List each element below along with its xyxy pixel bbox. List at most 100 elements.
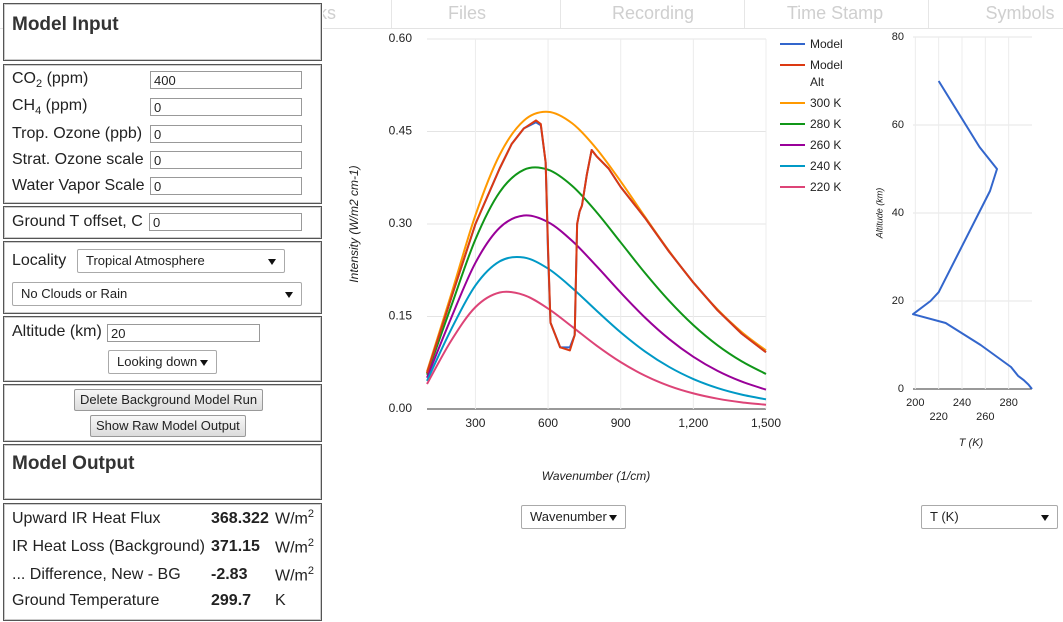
legend-label: 260 K xyxy=(810,138,842,152)
y-tick-label: 20 xyxy=(892,295,904,307)
field-label: Trop. Ozone (ppb) xyxy=(12,125,143,142)
x-tick-label: 200 xyxy=(906,397,924,409)
y-tick-label: 0.45 xyxy=(389,124,413,138)
label-text: CO xyxy=(12,70,36,87)
output-value: 368.322 xyxy=(211,510,269,527)
output-unit: W/m2 xyxy=(275,565,314,585)
legend-swatch xyxy=(780,43,805,45)
x-axis-select[interactable]: Wavenumber xyxy=(521,505,626,529)
legend: Model Model Alt 300 K 280 K 260 K 240 K 220 K xyxy=(780,36,850,200)
y-tick-label: 0.60 xyxy=(389,31,413,45)
field-label: CH4 (ppm) xyxy=(12,97,87,117)
legend-swatch xyxy=(780,165,805,167)
x-tick-label: 600 xyxy=(538,416,558,430)
legend-label: 280 K xyxy=(810,117,842,131)
field-label: Ground T offset, C xyxy=(12,213,143,230)
field-label: Locality xyxy=(12,252,67,269)
x-tick-label: 1,200 xyxy=(678,416,708,430)
delete-button[interactable]: Delete Background Model Run xyxy=(74,389,264,411)
output-header: Model Output xyxy=(3,444,322,500)
legend-item[interactable]: 240 K xyxy=(780,158,850,175)
field-label: Strat. Ozone scale xyxy=(12,151,144,168)
text-input[interactable]: 0 xyxy=(149,213,302,231)
tab[interactable]: Symbols xyxy=(985,3,1055,23)
tab-separator xyxy=(744,0,745,28)
unit-text: W/m xyxy=(275,539,308,557)
legend-item[interactable]: 260 K xyxy=(780,137,850,154)
x-axis-title: T (K) xyxy=(959,437,984,449)
tab[interactable]: Files xyxy=(447,3,487,23)
field-label: CO2 (ppm) xyxy=(12,70,88,90)
text-input[interactable]: 0 xyxy=(150,177,302,195)
series-line xyxy=(912,80,1033,390)
legend-swatch xyxy=(780,64,805,66)
text-input[interactable]: 0 xyxy=(150,151,302,169)
field-label: Water Vapor Scale xyxy=(12,177,145,194)
label-suffix: (ppm) xyxy=(42,70,89,87)
legend-label: 220 K xyxy=(810,180,842,194)
x-tick-label: 1,500 xyxy=(751,416,781,430)
input-header: Model Input xyxy=(3,3,322,61)
tab[interactable]: Recording xyxy=(611,3,695,23)
text-input[interactable]: 400 xyxy=(150,71,302,89)
legend-swatch xyxy=(780,186,805,188)
unit-sup: 2 xyxy=(307,565,314,577)
output-value: 371.15 xyxy=(211,538,260,555)
tab-separator xyxy=(391,0,392,28)
series-line xyxy=(426,214,767,391)
y-axis-title: Altitude (km) xyxy=(874,188,884,240)
unit-text: W/m xyxy=(275,510,308,528)
clouds-select[interactable]: No Clouds or Rain xyxy=(12,282,302,306)
output-table: Upward IR Heat Flux 368.322 W/m2 IR Heat… xyxy=(3,503,322,621)
series-line xyxy=(426,119,767,374)
altitude-inputs: Altitude (km) 20 Looking down xyxy=(3,316,322,382)
legend-swatch xyxy=(780,144,805,146)
y-tick-label: 40 xyxy=(892,207,904,219)
label-sub: 4 xyxy=(35,105,42,118)
unit-sup: 2 xyxy=(307,508,314,520)
legend-label: Model Alt xyxy=(810,58,843,89)
y-tick-label: 0.15 xyxy=(389,309,413,323)
section-title: Model Output xyxy=(12,453,135,474)
legend-item[interactable]: Model xyxy=(780,36,850,53)
tab[interactable]: Time Stamp xyxy=(786,3,884,23)
x-axis-title: Wavenumber (1/cm) xyxy=(542,469,650,483)
legend-item[interactable]: Model Alt xyxy=(780,57,850,91)
label-sub: 2 xyxy=(36,78,43,91)
legend-item[interactable]: 220 K xyxy=(780,179,850,196)
text-input[interactable]: 0 xyxy=(150,125,302,143)
output-unit: W/m2 xyxy=(275,537,314,557)
output-value: -2.83 xyxy=(211,566,248,583)
offset-input: Ground T offset, C 0 xyxy=(3,206,322,239)
x-tick-label: 280 xyxy=(999,397,1017,409)
legend-label: Model xyxy=(810,37,843,51)
legend-label: 300 K xyxy=(810,96,842,110)
profile-select[interactable]: T (K) xyxy=(921,505,1058,529)
y-axis-title: Intensity (W/m2 cm-1) xyxy=(347,165,361,282)
locality-select[interactable]: Tropical Atmosphere xyxy=(77,249,285,273)
text-input[interactable]: 0 xyxy=(150,98,302,116)
legend-item[interactable]: 280 K xyxy=(780,116,850,133)
tab-separator xyxy=(927,0,929,28)
output-label: Upward IR Heat Flux xyxy=(12,510,161,527)
unit-text: W/m xyxy=(275,567,308,585)
y-tick-label: 0.00 xyxy=(389,401,413,415)
locality-inputs: Locality Tropical Atmosphere No Clouds o… xyxy=(3,241,322,314)
series-line xyxy=(426,290,767,406)
series-line xyxy=(426,255,767,401)
label-suffix: (ppm) xyxy=(41,97,88,114)
direction-select[interactable]: Looking down xyxy=(108,350,217,374)
raw-output-button[interactable]: Show Raw Model Output xyxy=(90,415,246,437)
x-tick-label: 300 xyxy=(465,416,485,430)
output-label: Ground Temperature xyxy=(12,592,160,609)
series-line xyxy=(426,166,767,375)
y-tick-label: 0 xyxy=(898,383,904,395)
button-group: Delete Background Model Run Show Raw Mod… xyxy=(3,384,322,442)
legend-item[interactable]: 300 K xyxy=(780,95,850,112)
text-input[interactable]: 20 xyxy=(107,324,260,342)
unit-sup: 2 xyxy=(307,537,314,549)
series-line xyxy=(426,121,767,374)
output-label: IR Heat Loss (Background) xyxy=(12,538,205,555)
